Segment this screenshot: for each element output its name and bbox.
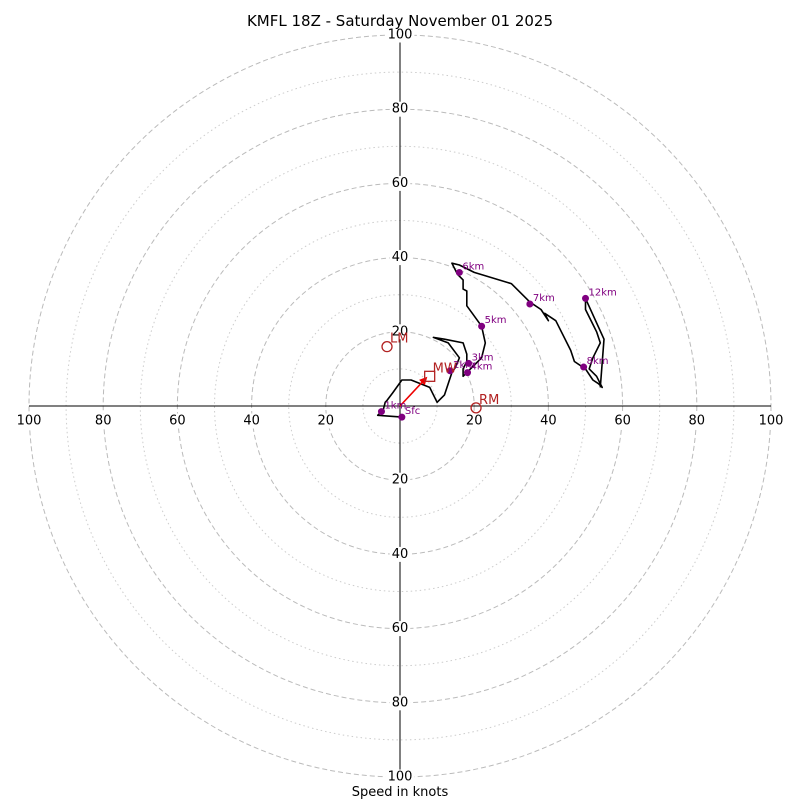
tick-label-bg: [463, 413, 485, 429]
tick-label-bg: [389, 472, 411, 488]
x-tick-label-neg-40: 40: [243, 414, 260, 429]
y-tick-label-pos-40: 40: [392, 250, 409, 265]
storm-motion-marker-mw: [424, 370, 436, 382]
tick-label-bg: [241, 413, 262, 429]
height-label-5km: 5km: [485, 315, 507, 326]
chart-title: KMFL 18Z - Saturday November 01 2025: [247, 12, 553, 30]
height-label-3km: 3km: [472, 352, 494, 363]
height-marker-2km: [446, 367, 454, 375]
storm-motion-label-rm: RM: [479, 393, 499, 408]
y-tick-label-neg-100: 100: [388, 770, 413, 785]
tick-label-bg: [538, 413, 559, 429]
height-marker-7km: [526, 300, 534, 308]
y-tick-label-pos-100: 100: [388, 28, 413, 43]
tick-label-bg: [167, 413, 188, 429]
height-label-12km: 12km: [589, 287, 617, 298]
x-tick-label-pos-80: 80: [689, 414, 706, 429]
x-tick-label-neg-60: 60: [169, 414, 186, 429]
tick-label-bg: [389, 101, 411, 117]
hodograph-trace: [376, 262, 605, 418]
height-marker-6km: [455, 268, 463, 276]
y-tick-label-pos-60: 60: [392, 176, 409, 191]
height-label-8km: 8km: [587, 356, 609, 367]
height-marker-4km: [464, 369, 472, 377]
height-label-sfc: Sfc: [405, 406, 420, 417]
tick-label-bg: [92, 413, 114, 429]
y-tick-label-pos-20: 20: [392, 324, 409, 339]
y-tick-label-neg-20: 20: [392, 473, 409, 488]
y-tick-label-neg-40: 40: [392, 547, 409, 562]
height-marker-sfc: [398, 413, 406, 421]
tick-label-bg: [315, 413, 337, 429]
height-marker-1km: [377, 408, 385, 416]
y-tick-label-neg-80: 80: [392, 695, 409, 710]
x-tick-label-pos-60: 60: [614, 414, 631, 429]
tick-label-bg: [389, 324, 411, 340]
y-tick-label-neg-60: 60: [392, 621, 409, 636]
storm-motion-label-lm: LM: [390, 332, 408, 347]
tick-label-bg: [612, 413, 633, 429]
tick-label-bg: [385, 769, 415, 785]
tick-label-bg: [389, 546, 411, 562]
height-label-2km: 2km: [453, 360, 475, 371]
storm-motion-marker-rm: [470, 402, 482, 414]
storm-motion-label-mw: MW: [433, 361, 457, 376]
x-tick-label-pos-20: 20: [466, 414, 483, 429]
tick-label-bg: [686, 413, 708, 429]
height-marker-8km: [580, 363, 588, 371]
grid-layer: 20 20 20 20 40 40 40 40 60 60 60 60 80 80 80 80 100 100 10…: [14, 27, 786, 785]
tick-label-bg: [756, 413, 786, 429]
height-label-4km: 4km: [471, 362, 493, 373]
x-tick-label-pos-40: 40: [540, 414, 557, 429]
tick-label-bg: [389, 695, 411, 711]
x-tick-label-neg-100: 100: [17, 414, 42, 429]
height-marker-12km: [582, 294, 589, 302]
tick-label-bg: [385, 27, 415, 43]
tick-label-bg: [389, 175, 411, 191]
height-label-6km: 6km: [462, 261, 484, 272]
tick-label-bg: [389, 250, 411, 266]
tick-label-bg: [14, 413, 44, 429]
mean-wind-arrow: [399, 376, 428, 407]
tick-label-bg: [389, 621, 411, 637]
x-axis-label: Speed in knots: [352, 785, 449, 800]
height-marker-5km: [478, 322, 486, 330]
height-label-1km: 1km: [384, 401, 406, 412]
height-marker-3km: [465, 359, 473, 367]
x-tick-label-neg-80: 80: [95, 414, 112, 429]
storm-motion-marker-lm: [381, 340, 393, 353]
x-tick-label-pos-100: 100: [759, 414, 784, 429]
y-tick-label-pos-80: 80: [392, 102, 409, 117]
height-label-7km: 7km: [533, 293, 555, 304]
x-tick-label-neg-20: 20: [318, 414, 335, 429]
